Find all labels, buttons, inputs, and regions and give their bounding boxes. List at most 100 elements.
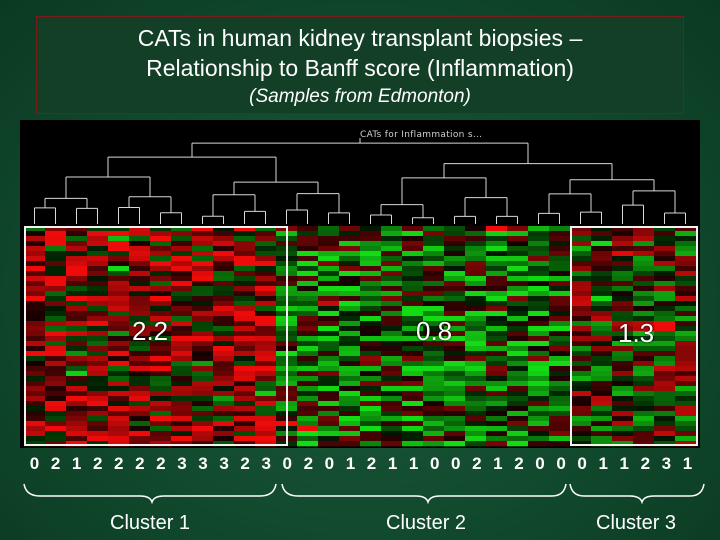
- heatmap-cell: [108, 421, 130, 427]
- heatmap-cell: [675, 361, 697, 367]
- heatmap-cell: [402, 361, 424, 367]
- heatmap-cell: [465, 376, 487, 382]
- heatmap-cell: [507, 381, 529, 387]
- heatmap-cell: [423, 326, 445, 332]
- heatmap-cell: [192, 341, 214, 347]
- heatmap-cell: [318, 436, 340, 442]
- heatmap-cell: [591, 351, 613, 357]
- heatmap-cell: [675, 306, 697, 312]
- heatmap-cell: [507, 281, 529, 287]
- heatmap-cell: [87, 416, 109, 422]
- heatmap-cell: [45, 361, 67, 367]
- heatmap-cell: [360, 326, 382, 332]
- heatmap-cell: [45, 256, 67, 262]
- heatmap-cell: [507, 261, 529, 267]
- heatmap-cell: [255, 406, 277, 412]
- cluster-3-box: [570, 226, 698, 446]
- heatmap-cell: [528, 346, 550, 352]
- heatmap-cell: [633, 281, 655, 287]
- heatmap-cell: [213, 306, 235, 312]
- heatmap-cell: [150, 286, 172, 292]
- heatmap-cell: [444, 351, 466, 357]
- heatmap-cell: [318, 336, 340, 342]
- heatmap-cell: [45, 296, 67, 302]
- heatmap-cell: [465, 236, 487, 242]
- heatmap-cell: [171, 436, 193, 442]
- heatmap-cell: [339, 301, 361, 307]
- heatmap-cell: [234, 361, 256, 367]
- heatmap-cell: [234, 406, 256, 412]
- heatmap-cell: [87, 351, 109, 357]
- heatmap-cell: [318, 421, 340, 427]
- heatmap-cell: [150, 381, 172, 387]
- heatmap-cell: [528, 371, 550, 377]
- heatmap-cell: [150, 256, 172, 262]
- heatmap-cell: [612, 276, 634, 282]
- heatmap-cell: [66, 241, 88, 247]
- heatmap-cell: [360, 426, 382, 432]
- heatmap-cell: [318, 351, 340, 357]
- heatmap-cell: [423, 281, 445, 287]
- heatmap-cell: [318, 236, 340, 242]
- heatmap-cell: [570, 416, 592, 422]
- heatmap-cell: [108, 281, 130, 287]
- heatmap-cell: [108, 336, 130, 342]
- heatmap-cell: [633, 321, 655, 327]
- heatmap-cell: [45, 306, 67, 312]
- heatmap-cell: [675, 326, 697, 332]
- heatmap-cell: [339, 381, 361, 387]
- heatmap-cell: [465, 246, 487, 252]
- heatmap-cell: [381, 406, 403, 412]
- heatmap-cell: [612, 426, 634, 432]
- banff-score: 3: [261, 454, 271, 473]
- heatmap-cell: [591, 241, 613, 247]
- heatmap-cell: [24, 306, 46, 312]
- heatmap-cell: [570, 361, 592, 367]
- heatmap-cell: [171, 396, 193, 402]
- heatmap-cell: [45, 386, 67, 392]
- heatmap-cell: [24, 336, 46, 342]
- heatmap-cell: [255, 246, 277, 252]
- heatmap-cell: [654, 406, 676, 412]
- heatmap-cell: [24, 381, 46, 387]
- heatmap-cell: [360, 366, 382, 372]
- heatmap-cell: [87, 261, 109, 267]
- heatmap-cell: [591, 356, 613, 362]
- heatmap-cell: [45, 231, 67, 237]
- heatmap-cell: [297, 421, 319, 427]
- heatmap-cell: [318, 276, 340, 282]
- heatmap-cell: [549, 436, 571, 442]
- heatmap-cell: [507, 416, 529, 422]
- heatmap-cell: [318, 356, 340, 362]
- heatmap-cell: [213, 426, 235, 432]
- heatmap-cell: [234, 431, 256, 437]
- heatmap-cell: [297, 326, 319, 332]
- heatmap-cell: [234, 276, 256, 282]
- heatmap-cell: [234, 246, 256, 252]
- heatmap-cell: [549, 371, 571, 377]
- heatmap-cell: [507, 256, 529, 262]
- heatmap-cell: [465, 226, 487, 232]
- heatmap-cell: [612, 401, 634, 407]
- heatmap-cell: [402, 296, 424, 302]
- heatmap-cell: [339, 266, 361, 272]
- heatmap-cell: [45, 341, 67, 347]
- heatmap-cell: [360, 391, 382, 397]
- heatmap-cell: [402, 331, 424, 337]
- heatmap-cell: [213, 291, 235, 297]
- heatmap-cell: [129, 271, 151, 277]
- heatmap-cell: [255, 276, 277, 282]
- heatmap-cell: [507, 391, 529, 397]
- heatmap-cell: [570, 246, 592, 252]
- heatmap-cell: [507, 426, 529, 432]
- heatmap-cell: [444, 236, 466, 242]
- heatmap-cell: [297, 386, 319, 392]
- heatmap-cell: [213, 241, 235, 247]
- heatmap-cell: [507, 266, 529, 272]
- heatmap-cell: [24, 416, 46, 422]
- heatmap-cell: [24, 326, 46, 332]
- heatmap-cell: [507, 366, 529, 372]
- heatmap-cell: [297, 396, 319, 402]
- heatmap-cell: [108, 341, 130, 347]
- heatmap-cell: [528, 341, 550, 347]
